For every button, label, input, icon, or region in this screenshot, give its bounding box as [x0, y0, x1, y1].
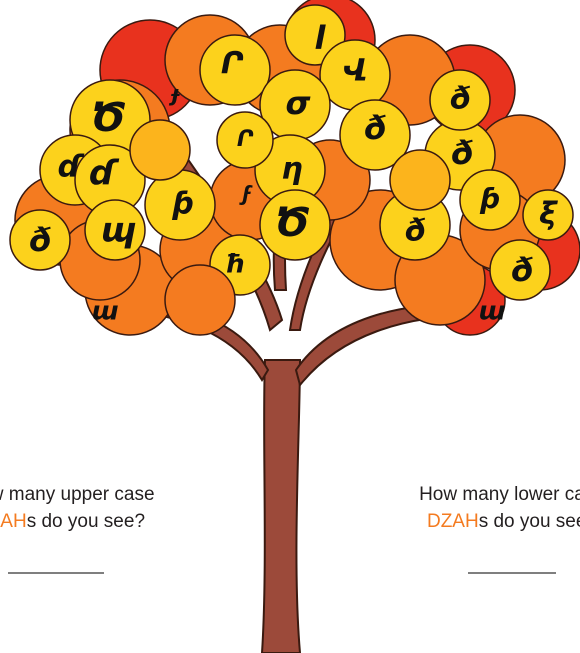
letter: σ: [286, 84, 311, 122]
letter: ð: [364, 109, 386, 147]
highlight: DZAH: [427, 511, 479, 532]
letter: ð: [451, 134, 473, 172]
letter: ɯ: [478, 297, 505, 327]
letter: ħ: [225, 250, 246, 280]
letter: ξ: [539, 197, 558, 232]
highlight: DZAH: [0, 511, 27, 532]
letter: η: [281, 152, 302, 187]
letter: ɗ: [90, 154, 120, 194]
letter: l: [315, 19, 327, 57]
letter: Վ: [343, 54, 367, 89]
leaf-cluster: [390, 150, 450, 210]
letter: ƥ: [479, 182, 500, 215]
question-rest: s do you see?: [479, 511, 580, 532]
letter: ð: [450, 82, 471, 117]
question-line: How many upper case: [0, 484, 155, 505]
letter: ɗ: [58, 150, 85, 185]
page: lՐՎɟԾσððՐηɗɗðƥϝԾðɰƥξðħðɯɯ How many upper…: [0, 0, 580, 653]
letter: ɰ: [100, 211, 136, 251]
question-line: DZAHs do you see?: [0, 511, 145, 532]
worksheet: lՐՎɟԾσððՐηɗɗðƥϝԾðɰƥξðħðɯɯ How many upper…: [0, 0, 580, 653]
letter: ϝ: [239, 182, 253, 206]
question-rest: s do you see?: [27, 511, 145, 532]
letter: ɯ: [91, 297, 118, 327]
letter: ð: [511, 251, 533, 289]
leaf-cluster: [130, 120, 190, 180]
question-line: How many lower case: [419, 484, 580, 505]
letter: Ծ: [275, 200, 310, 246]
letter: ð: [405, 214, 426, 249]
question-line: DZAHs do you see?: [427, 511, 580, 532]
letter: ƥ: [171, 187, 193, 222]
letter: ð: [29, 221, 51, 259]
letter: Ծ: [91, 95, 126, 141]
letter: Ր: [237, 127, 254, 152]
letter: Ր: [221, 47, 244, 82]
